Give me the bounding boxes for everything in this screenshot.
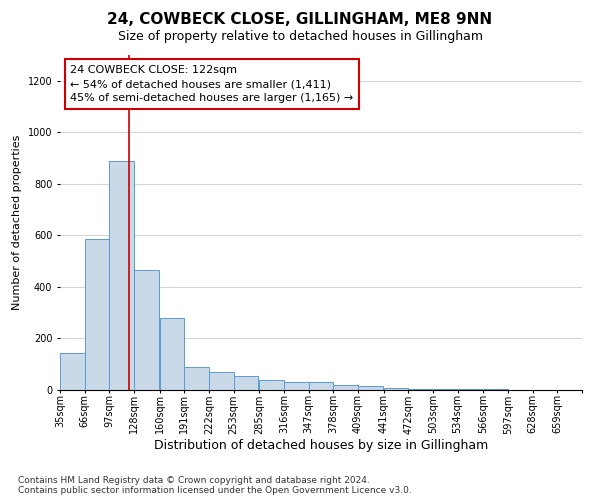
Bar: [408, 388, 433, 390]
Bar: [433, 389, 458, 390]
Bar: [134, 270, 159, 390]
Text: Contains public sector information licensed under the Open Government Licence v3: Contains public sector information licen…: [18, 486, 412, 495]
Bar: [334, 385, 358, 390]
Bar: [358, 386, 383, 390]
Text: Size of property relative to detached houses in Gillingham: Size of property relative to detached ho…: [118, 30, 482, 43]
Bar: [308, 382, 334, 390]
Text: 24, COWBECK CLOSE, GILLINGHAM, ME8 9NN: 24, COWBECK CLOSE, GILLINGHAM, ME8 9NN: [107, 12, 493, 28]
Bar: [209, 372, 234, 390]
Bar: [60, 352, 85, 390]
X-axis label: Distribution of detached houses by size in Gillingham: Distribution of detached houses by size …: [154, 439, 488, 452]
Bar: [259, 380, 284, 390]
Y-axis label: Number of detached properties: Number of detached properties: [12, 135, 22, 310]
Bar: [109, 160, 134, 390]
Bar: [234, 376, 259, 390]
Bar: [184, 367, 209, 390]
Text: 24 COWBECK CLOSE: 122sqm
← 54% of detached houses are smaller (1,411)
45% of sem: 24 COWBECK CLOSE: 122sqm ← 54% of detach…: [70, 65, 353, 103]
Bar: [160, 318, 184, 390]
Text: Contains HM Land Registry data © Crown copyright and database right 2024.: Contains HM Land Registry data © Crown c…: [18, 476, 370, 485]
Bar: [284, 382, 308, 390]
Bar: [383, 388, 408, 390]
Bar: [85, 240, 109, 390]
